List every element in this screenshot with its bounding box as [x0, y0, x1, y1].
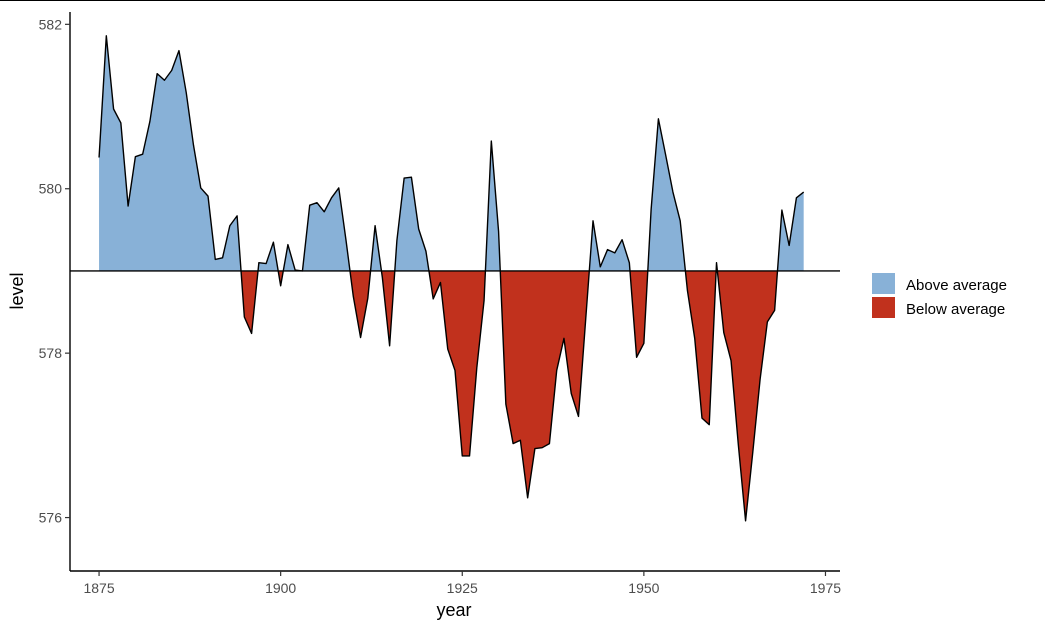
legend-label-below: Below average — [906, 301, 1005, 318]
area-segment-above-14 — [647, 118, 686, 271]
legend-key-above — [872, 273, 895, 294]
x-tick-label-1900: 1900 — [265, 580, 296, 596]
area-segment-above-6 — [370, 225, 382, 271]
series-line — [98, 35, 805, 522]
area-segment-below-9 — [428, 270, 486, 456]
area-segment-below-13 — [629, 270, 648, 358]
legend-key-below — [872, 297, 895, 318]
area-layer — [99, 35, 804, 521]
area-segment-above-8 — [394, 177, 429, 271]
y-tick-label-576: 576 — [39, 510, 63, 526]
y-axis-ticks: 576 578 580 582 — [39, 16, 70, 526]
x-tick-label-1975: 1975 — [810, 580, 841, 596]
x-tick-label-1875: 1875 — [83, 580, 114, 596]
x-tick-label-1950: 1950 — [628, 580, 659, 596]
y-tick-label-582: 582 — [39, 16, 63, 32]
legend: Above average Below average — [872, 273, 1007, 318]
y-axis-title: level — [7, 272, 27, 309]
area-segment-below-7 — [381, 270, 395, 346]
area-segment-below-5 — [349, 270, 371, 338]
area-segment-above-4 — [283, 187, 350, 271]
x-axis-title: year — [436, 600, 471, 620]
y-tick-label-580: 580 — [39, 181, 63, 197]
area-segment-below-17 — [717, 270, 778, 521]
y-tick-label-578: 578 — [39, 345, 63, 361]
area-segment-below-15 — [685, 270, 717, 425]
x-axis-ticks: 1875 1900 1925 1950 1975 — [83, 571, 841, 596]
area-segment-above-0 — [99, 35, 242, 271]
x-tick-label-1925: 1925 — [447, 580, 478, 596]
area-segment-below-11 — [500, 270, 590, 498]
legend-label-above: Above average — [906, 277, 1007, 294]
area-segment-above-18 — [777, 192, 804, 271]
area-segment-above-12 — [589, 220, 630, 271]
area-segment-above-10 — [485, 141, 501, 271]
